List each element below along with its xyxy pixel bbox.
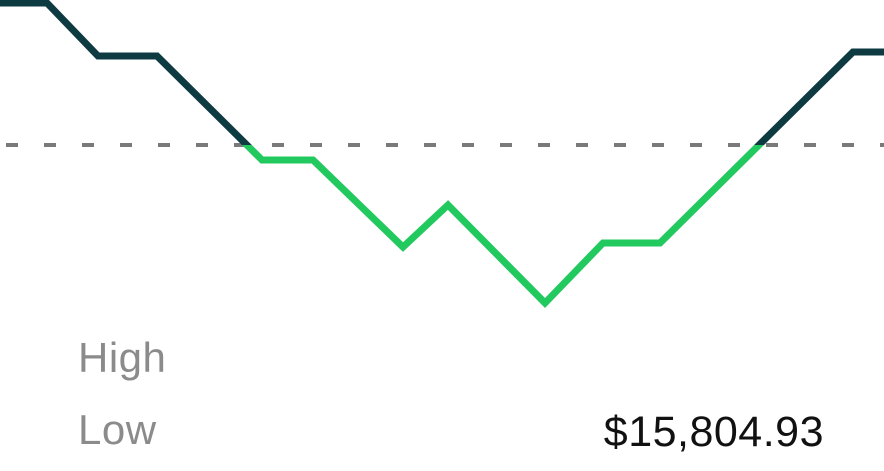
low-value: $15,804.93	[603, 408, 824, 456]
low-label: Low	[78, 406, 157, 453]
sparkline-above-reference	[0, 0, 884, 145]
sparkline-below-reference	[241, 145, 765, 309]
high-label: High	[78, 334, 167, 381]
sparkline-chart[interactable]	[0, 0, 884, 320]
